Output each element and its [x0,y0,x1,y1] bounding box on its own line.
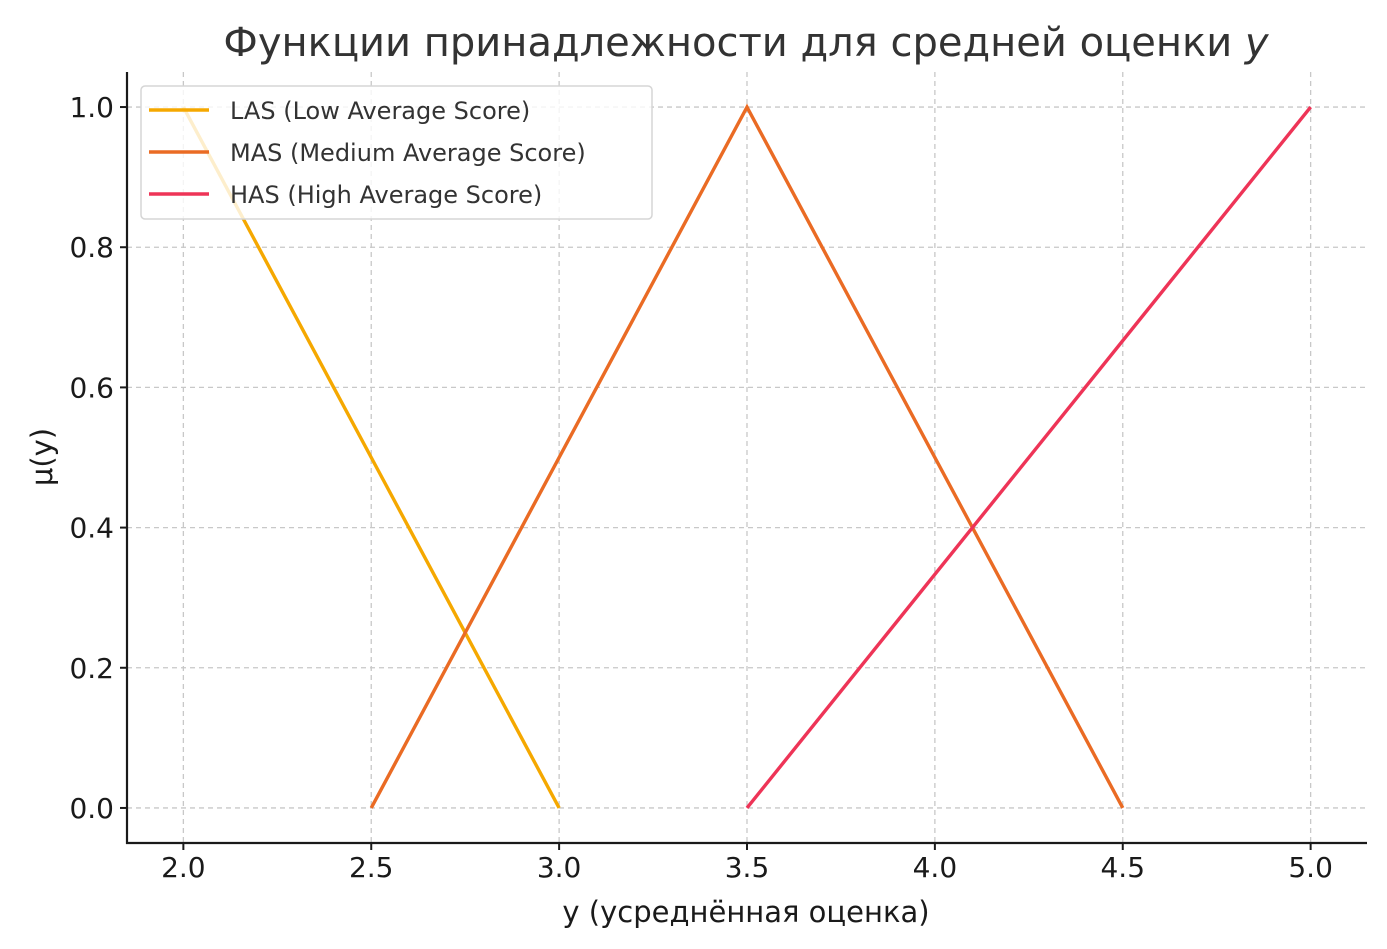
legend-label: LAS (Low Average Score) [230,97,530,125]
x-tick-label: 2.0 [161,851,206,884]
y-tick-label: 1.0 [69,91,114,124]
chart-title: Функции принадлежности для средней оценк… [223,20,1270,66]
legend: LAS (Low Average Score) MAS (Medium Avera… [140,85,653,220]
legend-label: MAS (Medium Average Score) [230,139,586,167]
y-tick-label: 0.2 [69,652,114,685]
y-tick-label: 0.6 [69,371,114,404]
series-line-has [745,105,1312,810]
series-layer [181,103,1312,810]
series-line-las [181,106,561,809]
x-tick-label: 3.5 [725,851,770,884]
x-tick-label: 4.0 [913,851,958,884]
x-axis-label: y (усреднённая оценка) [562,895,929,929]
legend-frame [140,85,653,220]
axes-layer: 2.0 2.5 3.0 3.5 4.0 4.5 5.0 0.0 0.2 0.4 0.6 0.8 1.0 [69,72,1367,884]
y-axis-label: μ(y) [25,428,59,486]
series-line-mas [369,103,1125,809]
chart-title-variable: y [1244,20,1270,66]
y-tick-label: 0.4 [69,512,114,545]
legend-label: HAS (High Average Score) [230,181,542,209]
x-tick-label: 3.0 [537,851,582,884]
y-tick-label: 0.0 [69,792,114,825]
x-tick-label: 2.5 [349,851,394,884]
x-tick-label: 5.0 [1288,851,1333,884]
y-tick-label: 0.8 [69,231,114,264]
x-tick-label: 4.5 [1100,851,1145,884]
